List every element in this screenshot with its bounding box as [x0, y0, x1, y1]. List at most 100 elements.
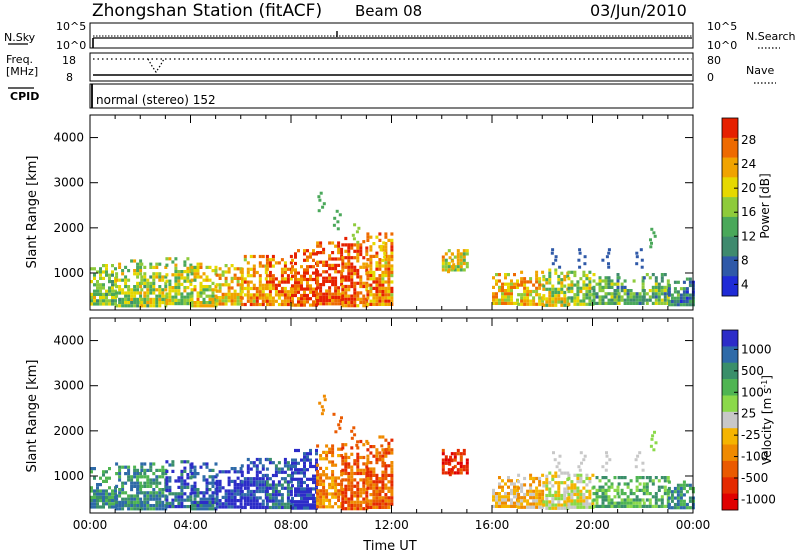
echo-cell: [236, 470, 240, 474]
echo-cell: [211, 301, 215, 305]
echo-cell: [140, 504, 144, 508]
echo-cell: [277, 470, 281, 474]
echo-cell: [258, 486, 262, 490]
echo-cell: [249, 293, 253, 297]
echo-cell: [375, 461, 379, 465]
echo-cell: [93, 292, 96, 296]
echo-cell: [579, 277, 583, 281]
echo-cell: [268, 264, 272, 268]
echo-cell: [214, 507, 218, 511]
echo-cell: [252, 477, 256, 481]
echo-cell: [306, 500, 309, 504]
echo-cell: [240, 302, 244, 307]
echo-cell: [190, 301, 194, 305]
echo-cell: [96, 280, 99, 284]
echo-cell: [130, 301, 134, 305]
echo-cell: [387, 302, 391, 306]
echo-cell: [118, 291, 122, 295]
echo-cell: [190, 488, 194, 492]
echo-cell: [462, 452, 466, 456]
echo-cell: [620, 488, 624, 492]
echo-cell: [673, 502, 677, 507]
echo-cell: [365, 497, 369, 501]
echo-cell: [598, 301, 602, 305]
echo-cell: [325, 295, 329, 299]
echo-cell: [152, 472, 156, 476]
echo-cell: [498, 273, 501, 277]
echo-cell: [560, 503, 564, 507]
echo-cell: [149, 288, 153, 292]
echo-cell: [306, 493, 309, 497]
echo-cell: [350, 429, 354, 433]
echo-cell: [189, 282, 193, 286]
echo-cell: [381, 290, 385, 294]
echo-cell: [369, 293, 373, 297]
echo-cell: [359, 494, 363, 498]
echo-cell: [233, 492, 237, 496]
echo-cell: [312, 265, 315, 269]
echo-cell: [504, 295, 507, 299]
echo-cell: [375, 499, 379, 503]
echo-cell: [168, 463, 172, 467]
echo-cell: [617, 295, 621, 299]
echo-cell: [322, 263, 326, 267]
echo-cell: [174, 298, 178, 302]
echo-cell: [258, 477, 262, 481]
echo-cell: [651, 273, 655, 277]
echo-cell: [140, 275, 144, 279]
echo-cell: [328, 286, 332, 290]
echo-cell: [328, 299, 332, 303]
echo-cell: [205, 488, 209, 492]
echo-cell: [233, 505, 237, 509]
echo-cell: [158, 475, 162, 479]
echo-cell: [510, 504, 513, 508]
echo-cell: [246, 274, 250, 278]
echo-cell: [108, 289, 111, 293]
echo-cell: [510, 498, 513, 502]
echo-cell: [280, 299, 284, 303]
echo-cell: [362, 281, 366, 285]
echo-cell: [340, 247, 344, 251]
echo-cell: [328, 289, 332, 293]
echo-cell: [196, 507, 200, 511]
echo-cell: [663, 289, 667, 293]
echo-cell: [501, 488, 504, 492]
echo-cell: [161, 491, 165, 495]
echo-cell: [667, 303, 671, 307]
echo-cell: [258, 286, 262, 291]
echo-cell: [121, 304, 125, 308]
echo-cell: [341, 275, 345, 279]
echo-cell: [578, 468, 582, 472]
echo-cell: [211, 491, 215, 495]
echo-cell: [645, 273, 649, 277]
echo-cell: [121, 484, 125, 488]
echo-cell: [341, 278, 345, 282]
echo-cell: [268, 283, 272, 287]
echo-cell: [294, 287, 297, 291]
echo-cell: [306, 458, 309, 462]
echo-cell: [133, 272, 137, 276]
echo-cell: [236, 499, 240, 503]
echo-cell: [168, 476, 172, 480]
echo-cell: [688, 299, 692, 304]
echo-cell: [577, 258, 581, 262]
echo-cell: [372, 274, 376, 278]
echo-cell: [218, 267, 222, 271]
echo-cell: [90, 280, 93, 284]
echo-cell: [688, 496, 692, 500]
echo-cell: [610, 501, 614, 505]
echo-cell: [341, 494, 345, 498]
echo-cell: [218, 296, 222, 300]
echo-cell: [384, 245, 388, 249]
echo-cell: [193, 265, 197, 269]
echo-cell: [375, 454, 379, 458]
echo-cell: [190, 465, 194, 469]
echo-cell: [316, 244, 320, 248]
echo-cell: [560, 284, 564, 288]
echo-cell: [136, 504, 140, 508]
echo-cell: [347, 500, 351, 504]
echo-cell: [277, 489, 281, 494]
echo-cell: [369, 493, 373, 497]
echo-cell: [155, 497, 159, 501]
echo-cell: [205, 507, 209, 511]
